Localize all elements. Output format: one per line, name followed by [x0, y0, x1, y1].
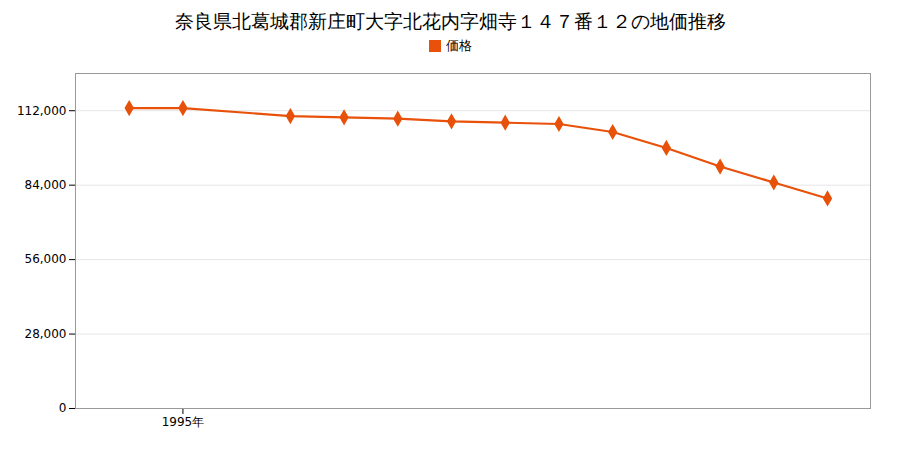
svg-text:0: 0 [59, 401, 67, 415]
svg-text:56,000: 56,000 [25, 252, 67, 266]
svg-text:1995年: 1995年 [162, 415, 205, 429]
svg-text:28,000: 28,000 [25, 327, 67, 341]
svg-text:112,000: 112,000 [17, 104, 67, 118]
html-text:価格: 価格 [445, 38, 472, 53]
html-text:奈良県北葛城郡新庄町大字北花内字畑寺１４７番１２の地価推移: 奈良県北葛城郡新庄町大字北花内字畑寺１４７番１２の地価推移 [174, 10, 726, 32]
svg-text:84,000: 84,000 [25, 178, 67, 192]
